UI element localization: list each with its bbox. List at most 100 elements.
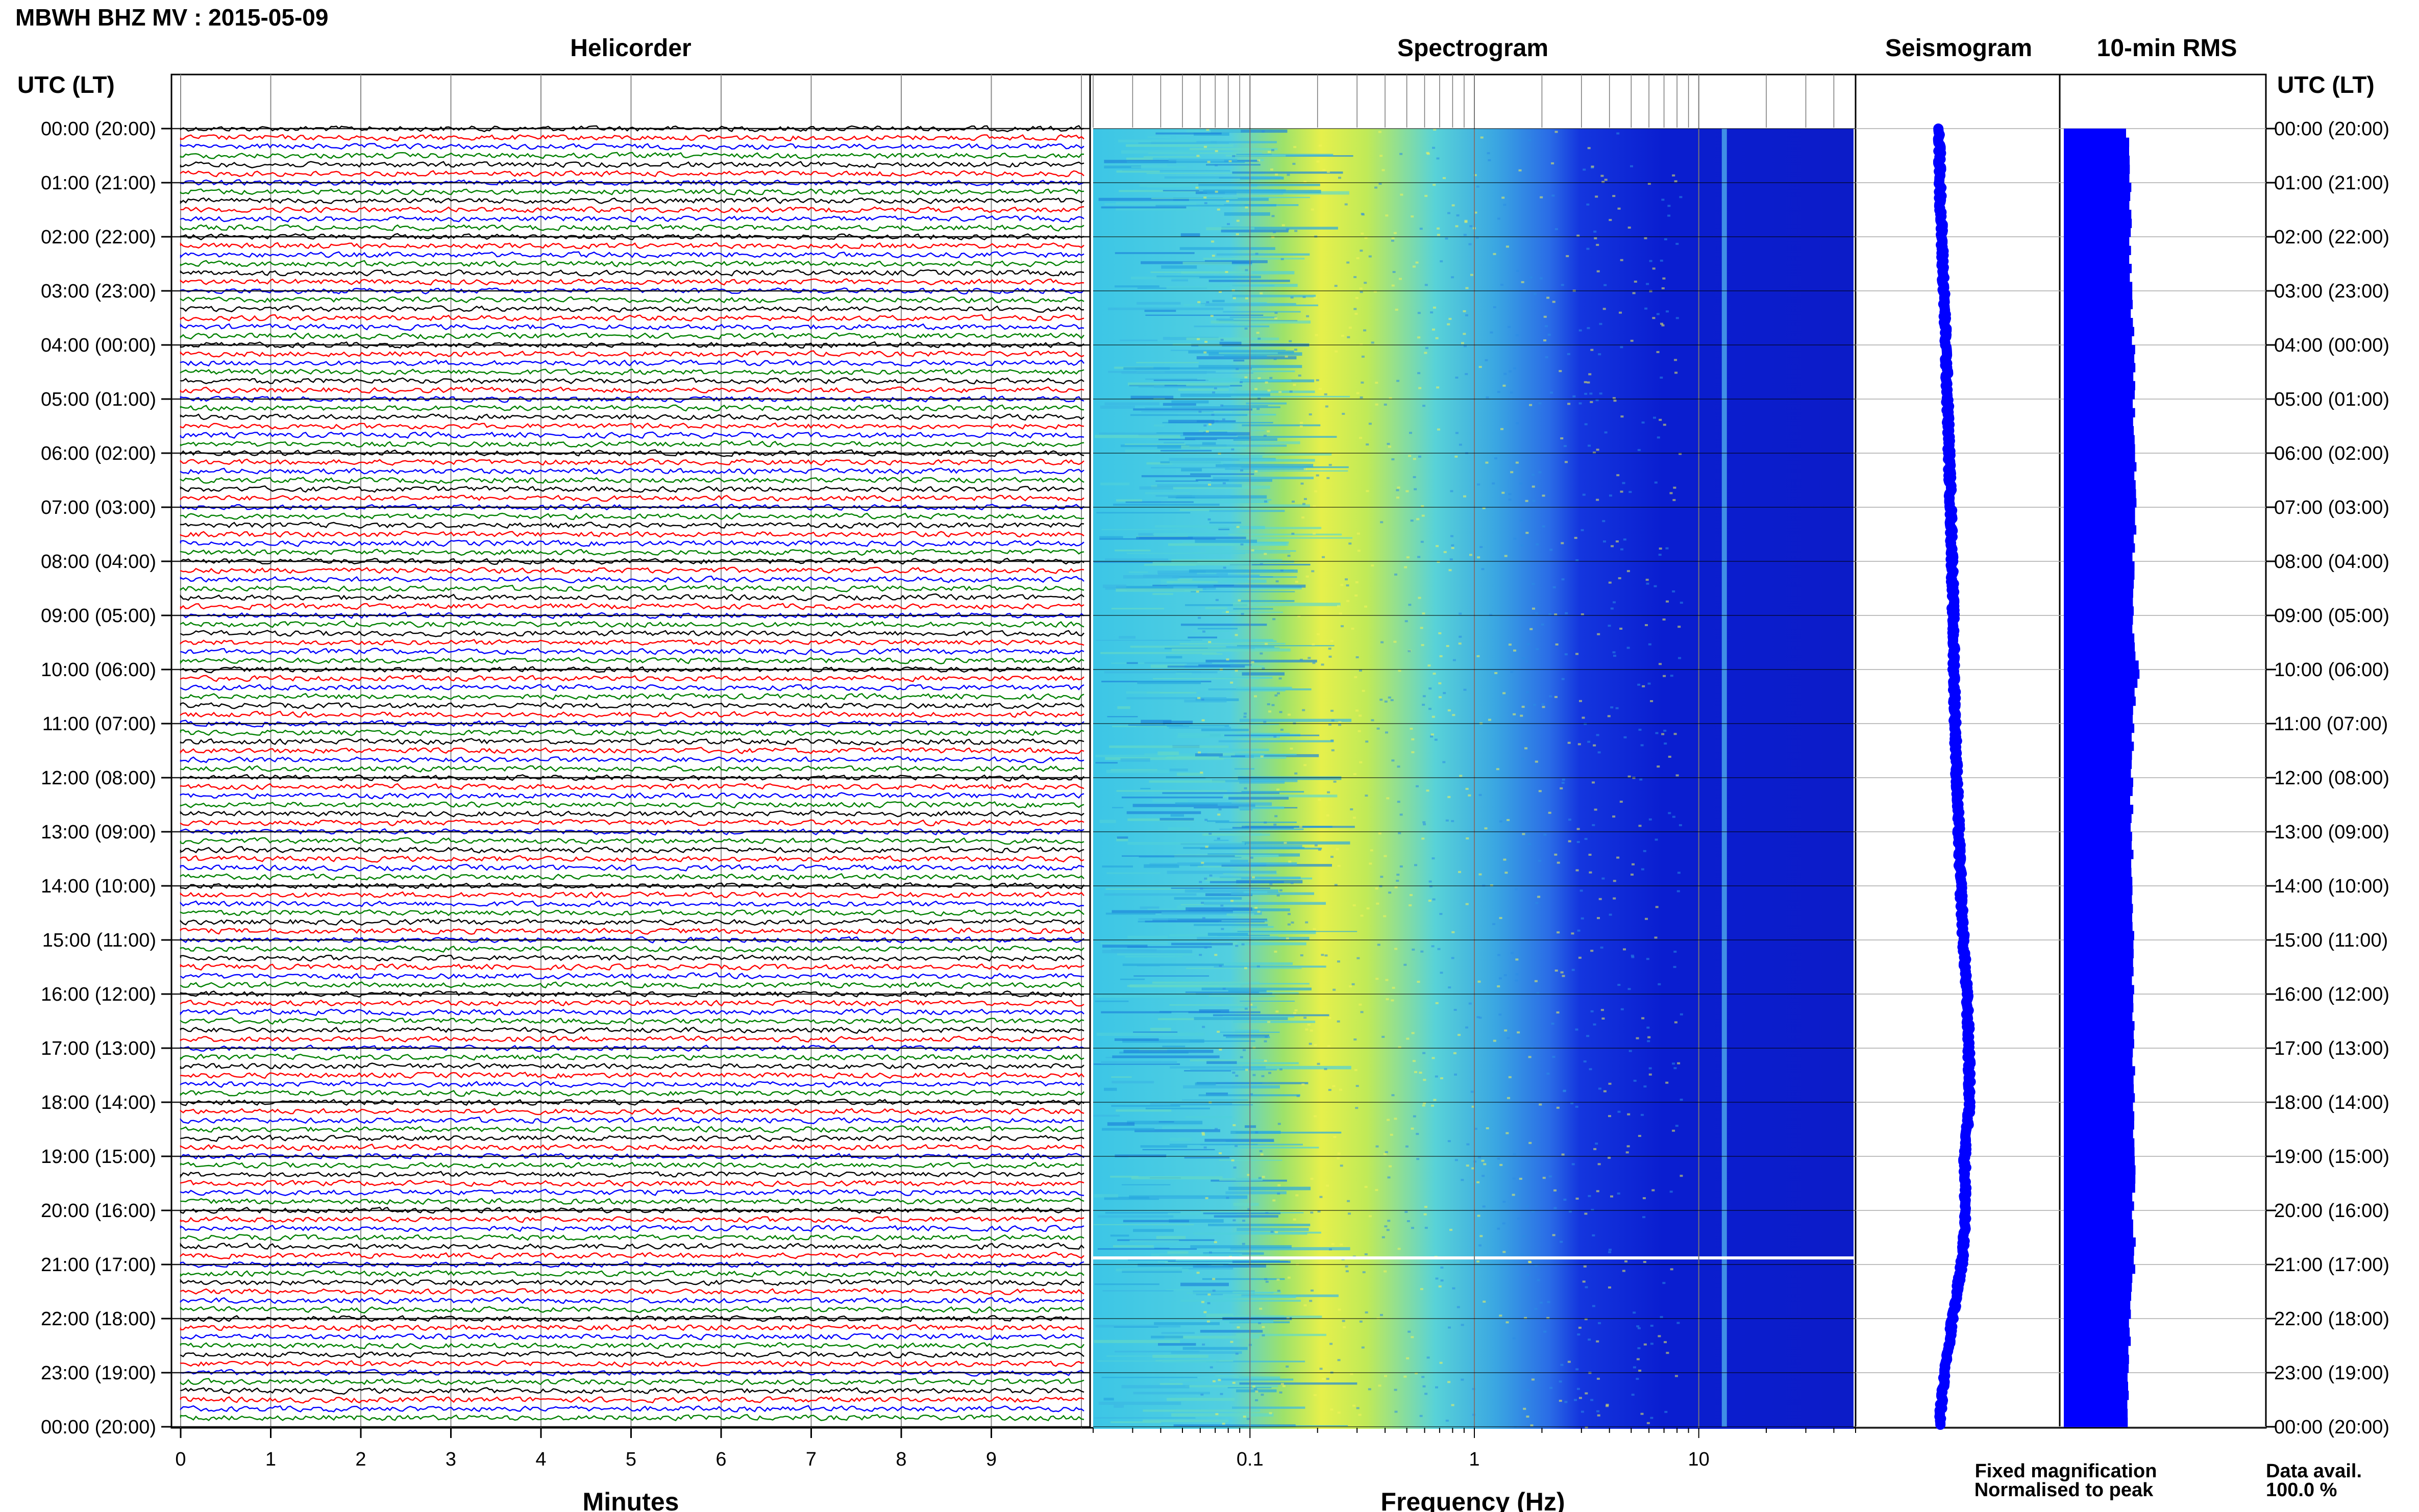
spectrogram-speckle: [1647, 1036, 1651, 1038]
spectrogram-streak: [1158, 573, 1228, 577]
spectrogram-speckle: [1422, 1104, 1425, 1107]
spectrogram-speckle: [1277, 692, 1280, 695]
left-time-label: 19:00 (15:00): [41, 1146, 156, 1168]
spectrogram-speckle: [1276, 894, 1280, 897]
spectrogram-speckle: [1663, 675, 1666, 677]
spectrogram-speckle: [1652, 317, 1656, 319]
rms-bar: [2064, 958, 2133, 968]
helicorder-trace-line: [180, 972, 1084, 980]
spectrogram-speckle: [1517, 1217, 1520, 1220]
spectrogram-streak: [1171, 1351, 1242, 1354]
spectrogram-streak: [1194, 325, 1270, 328]
spectrogram-speckle: [1217, 813, 1221, 816]
spectrogram-speckle: [1619, 801, 1623, 803]
spectrogram-speckle: [1447, 1381, 1451, 1383]
spectrogram-speckle: [1306, 315, 1310, 317]
spectrogram-streak: [1137, 681, 1201, 684]
spectrogram-speckle: [1418, 597, 1421, 599]
helicorder-trace-line: [180, 756, 1084, 763]
spectrogram-streak: [1228, 1186, 1311, 1191]
spectrogram-speckle: [1617, 984, 1621, 986]
spectrogram-speckle: [1503, 373, 1507, 375]
spectrogram-speckle: [1267, 389, 1271, 392]
left-time-label: 12:00 (08:00): [41, 767, 156, 789]
spectrogram-streak: [1210, 942, 1306, 946]
data-availability-value: 100.0 %: [2266, 1479, 2337, 1501]
spectrogram-speckle: [1451, 547, 1454, 549]
spectrogram-streak: [1186, 907, 1252, 911]
helicorder-trace-line: [180, 260, 1084, 267]
spectrogram-speckle: [1654, 936, 1658, 939]
right-time-label: 22:00 (18:00): [2274, 1308, 2389, 1330]
spectrogram-speckle: [1465, 373, 1468, 375]
spectrogram-streak: [1139, 184, 1257, 187]
spectrogram-speckle: [1459, 443, 1462, 446]
spectrogram-streak: [1232, 171, 1343, 174]
spectrogram-speckle: [1424, 1393, 1428, 1395]
spectrogram-streak: [1152, 981, 1260, 984]
spectrogram-speckle: [1522, 1235, 1526, 1237]
rms-bar: [2064, 480, 2136, 490]
spectrogram-speckle: [1659, 548, 1662, 550]
spectrogram-speckle: [1262, 667, 1265, 670]
spectrogram-speckle: [1543, 315, 1547, 318]
spectrogram-streak: [1141, 475, 1211, 478]
helicorder-trace-line: [180, 1125, 1084, 1133]
spectrogram-speckle: [1481, 568, 1485, 571]
helicorder-trace-line: [180, 404, 1084, 412]
spectrogram-speckle: [1353, 308, 1357, 310]
spectrogram-speckle: [1669, 492, 1673, 494]
right-time-label: 23:00 (19:00): [2274, 1362, 2389, 1384]
spectrogram-speckle: [1314, 490, 1318, 492]
helicorder-trace-line: [180, 963, 1084, 971]
spectrogram-speckle: [1579, 889, 1583, 892]
spectrogram-speckle: [1279, 1068, 1282, 1071]
right-axis-label: UTC (LT): [2277, 71, 2375, 98]
spectrogram-speckle: [1398, 670, 1401, 672]
spectrogram-speckle: [1322, 1378, 1325, 1380]
spectrogram-streak: [1186, 1292, 1274, 1294]
spectrogram-streak: [1188, 636, 1217, 638]
spectrogram-speckle: [1352, 904, 1356, 907]
left-time-label: 09:00 (05:00): [41, 605, 156, 627]
spectrogram-streak: [1097, 1360, 1219, 1362]
spectrogram-streak: [1097, 1215, 1174, 1218]
helicorder-trace-line: [180, 170, 1084, 178]
spectrogram-streak: [1167, 499, 1272, 501]
spectrogram-streak: [1190, 1059, 1268, 1061]
spectrogram-speckle: [1365, 740, 1369, 743]
spectrogram-speckle: [1501, 196, 1505, 199]
spectrogram-speckle: [1206, 301, 1210, 304]
spectrogram-speckle: [1241, 613, 1244, 615]
spectrogram-speckle: [1388, 891, 1392, 894]
spectrogram-streak: [1127, 935, 1168, 938]
helicorder-trace-line: [180, 783, 1084, 790]
spectrogram-speckle: [1440, 972, 1443, 974]
spectrogram-speckle: [1315, 334, 1318, 336]
spectrogram-streak: [1166, 1289, 1209, 1291]
spectrogram-speckle: [1463, 310, 1466, 312]
spectrogram-speckle: [1604, 179, 1608, 181]
spectrogram-speckle: [1287, 173, 1290, 176]
spectrogram-speckle: [1633, 1311, 1636, 1314]
spectrogram-speckle: [1422, 612, 1425, 615]
spectrogram-streak: [1198, 664, 1252, 666]
spectrogram-speckle: [1596, 1410, 1599, 1412]
spectrogram-speckle: [1672, 815, 1675, 818]
spectrogram-streak: [1145, 492, 1190, 494]
spectrogram-speckle: [1383, 1153, 1387, 1155]
spectrogram-streak: [1169, 1219, 1224, 1223]
spectrogram-speckle: [1633, 1366, 1636, 1369]
spectrogram-speckle: [1328, 655, 1332, 658]
spectrogram-speckle: [1337, 1157, 1340, 1159]
rms-bar: [2064, 1084, 2134, 1094]
spectrogram-speckle: [1257, 910, 1261, 913]
spectrogram-speckle: [1659, 418, 1662, 421]
spectrogram-speckle: [1321, 954, 1324, 956]
spectrogram-speckle: [1477, 980, 1481, 983]
helicorder-trace-line: [180, 1071, 1084, 1079]
spectrogram-speckle: [1631, 873, 1634, 876]
spectrogram-speckle: [1472, 1414, 1475, 1416]
helicorder-trace-line: [180, 1089, 1084, 1097]
spectrogram-speckle: [1396, 874, 1400, 876]
